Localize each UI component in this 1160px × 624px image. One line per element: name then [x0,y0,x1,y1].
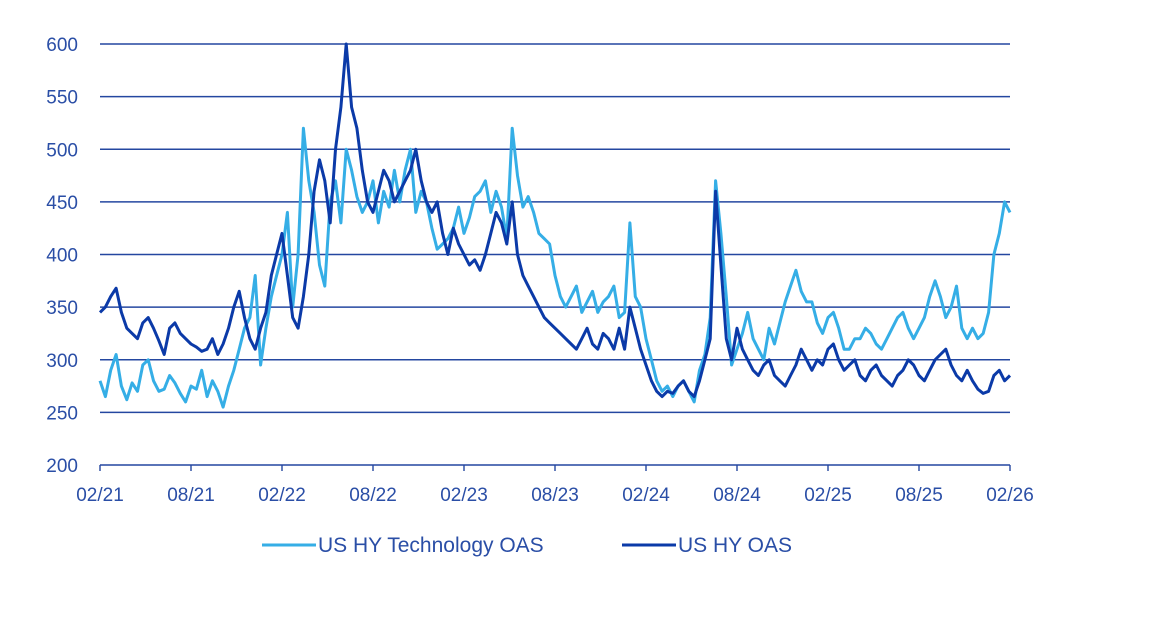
x-tick-label: 08/25 [895,485,943,506]
x-tick-label: 02/21 [76,485,124,506]
legend: US HY Technology OAS US HY OAS [262,534,792,557]
legend-item-technology: US HY Technology OAS [262,534,544,557]
y-axis: 200 250 300 350 400 450 500 550 600 [46,35,78,477]
y-tick-label: 550 [46,88,78,109]
y-tick-label: 450 [46,193,78,214]
x-tick-label: 02/22 [258,485,306,506]
x-tick-label: 08/21 [167,485,215,506]
y-tick-label: 250 [46,403,78,424]
y-tick-label: 500 [46,140,78,161]
x-tick-label: 08/24 [713,485,761,506]
x-tick-label: 08/22 [349,485,397,506]
x-tick-label: 02/24 [622,485,670,506]
series-line-0 [98,126,1012,409]
y-tick-label: 400 [46,246,78,267]
legend-label-technology: US HY Technology OAS [318,534,544,557]
legend-item-hy: US HY OAS [622,534,792,557]
legend-label-hy: US HY OAS [678,534,792,557]
series-line-1 [98,42,1012,399]
x-tick-label: 02/23 [440,485,488,506]
x-tick-label: 02/26 [986,485,1034,506]
x-tick-label: 02/25 [804,485,852,506]
series [98,42,1012,409]
y-tick-label: 200 [46,456,78,477]
x-tick-label: 08/23 [531,485,579,506]
x-axis: 02/21 08/21 02/22 08/22 02/23 08/23 02/24 08/24… [76,465,1034,506]
y-tick-label: 300 [46,351,78,372]
y-tick-label: 600 [46,35,78,56]
y-tick-label: 350 [46,298,78,319]
